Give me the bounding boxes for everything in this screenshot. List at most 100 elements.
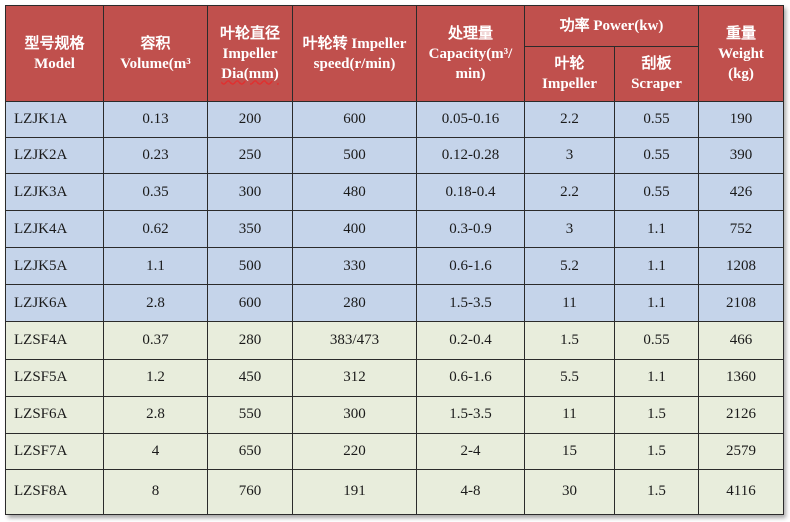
weight-cell: 466 <box>698 321 785 360</box>
power-scraper-cell: 1.1 <box>613 284 700 323</box>
header-capacity: 处理量 Capacity(m³/ min) <box>416 5 525 102</box>
power-impeller-cell: 3 <box>524 210 615 249</box>
power-impeller-cell: 3 <box>524 137 615 175</box>
power-scraper-cell: 0.55 <box>613 321 700 360</box>
capacity-cell: 1.5-3.5 <box>416 284 525 323</box>
impeller-speed-cell: 400 <box>292 210 417 249</box>
impeller-dia-cell: 250 <box>207 137 293 175</box>
table-row: LZSF7A 4 650 220 2-4 15 1.5 2579 <box>5 432 785 470</box>
volume-cell: 0.62 <box>103 210 208 249</box>
power-scraper-cell: 0.55 <box>613 100 700 139</box>
table-row: LZJK6A 2.8 600 280 1.5-3.5 11 1.1 2108 <box>5 284 785 323</box>
table-row: LZJK5A 1.1 500 330 0.6-1.6 5.2 1.1 1208 <box>5 247 785 286</box>
impeller-speed-cell: 330 <box>292 247 417 286</box>
table-row: LZSF8A 8 760 191 4-8 30 1.5 4116 <box>5 468 785 516</box>
impeller-dia-cell: 300 <box>207 173 293 212</box>
table-header: 型号规格 Model 容积 Volume(m³ 叶轮直径 Impeller Di… <box>5 5 785 102</box>
table-row: LZSF6A 2.8 550 300 1.5-3.5 11 1.5 2126 <box>5 395 785 434</box>
power-impeller-cell: 15 <box>524 432 615 470</box>
impeller-dia-cell: 280 <box>207 321 293 360</box>
power-impeller-cell: 30 <box>524 468 615 516</box>
volume-cell: 0.13 <box>103 100 208 139</box>
model-cell: LZSF4A <box>5 321 104 360</box>
impeller-dia-cell: 550 <box>207 395 293 434</box>
impeller-dia-cell: 350 <box>207 210 293 249</box>
table-row: LZJK2A 0.23 250 500 0.12-0.28 3 0.55 390 <box>5 137 785 175</box>
header-power: 功率 Power(kw) <box>523 5 700 47</box>
header-weight: 重量 Weight (kg) <box>698 5 785 102</box>
power-scraper-cell: 0.55 <box>613 137 700 175</box>
impeller-speed-cell: 600 <box>292 100 417 139</box>
weight-cell: 4116 <box>698 468 785 516</box>
impeller-dia-cell: 650 <box>207 432 293 470</box>
volume-cell: 1.1 <box>103 247 208 286</box>
table-row: LZJK4A 0.62 350 400 0.3-0.9 3 1.1 752 <box>5 210 785 249</box>
capacity-cell: 0.18-0.4 <box>416 173 525 212</box>
capacity-cell: 0.2-0.4 <box>416 321 525 360</box>
volume-cell: 4 <box>103 432 208 470</box>
model-cell: LZSF7A <box>5 432 104 470</box>
power-impeller-cell: 5.5 <box>524 358 615 397</box>
power-scraper-cell: 1.5 <box>613 432 700 470</box>
table-row: LZSF5A 1.2 450 312 0.6-1.6 5.5 1.1 1360 <box>5 358 785 397</box>
model-cell: LZSF5A <box>5 358 104 397</box>
impeller-dia-cell: 200 <box>207 100 293 139</box>
table-body: LZJK1A 0.13 200 600 0.05-0.16 2.2 0.55 190 LZJK2… <box>5 100 785 516</box>
impeller-dia-cell: 760 <box>207 468 293 516</box>
power-impeller-cell: 11 <box>524 284 615 323</box>
impeller-speed-cell: 300 <box>292 395 417 434</box>
impeller-speed-cell: 220 <box>292 432 417 470</box>
weight-cell: 752 <box>698 210 785 249</box>
volume-cell: 0.35 <box>103 173 208 212</box>
model-cell: LZJK1A <box>5 100 104 139</box>
weight-cell: 190 <box>698 100 785 139</box>
impeller-dia-cell: 500 <box>207 247 293 286</box>
volume-cell: 2.8 <box>103 284 208 323</box>
capacity-cell: 2-4 <box>416 432 525 470</box>
table-row: LZJK1A 0.13 200 600 0.05-0.16 2.2 0.55 190 <box>5 100 785 139</box>
power-impeller-cell: 11 <box>524 395 615 434</box>
volume-cell: 0.23 <box>103 137 208 175</box>
header-model: 型号规格 Model <box>5 5 104 102</box>
model-cell: LZJK4A <box>5 210 104 249</box>
power-scraper-cell: 1.1 <box>613 247 700 286</box>
capacity-cell: 0.3-0.9 <box>416 210 525 249</box>
header-power-scraper: 刮板 Scraper <box>613 46 700 102</box>
capacity-cell: 1.5-3.5 <box>416 395 525 434</box>
weight-cell: 2579 <box>698 432 785 470</box>
weight-cell: 426 <box>698 173 785 212</box>
spec-table: 型号规格 Model 容积 Volume(m³ 叶轮直径 Impeller Di… <box>5 5 785 516</box>
model-cell: LZSF8A <box>5 468 104 516</box>
model-cell: LZSF6A <box>5 395 104 434</box>
weight-cell: 1360 <box>698 358 785 397</box>
volume-cell: 8 <box>103 468 208 516</box>
impeller-dia-cell: 450 <box>207 358 293 397</box>
power-scraper-cell: 1.1 <box>613 210 700 249</box>
impeller-speed-cell: 280 <box>292 284 417 323</box>
power-impeller-cell: 2.2 <box>524 100 615 139</box>
power-scraper-cell: 1.5 <box>613 468 700 516</box>
impeller-dia-cell: 600 <box>207 284 293 323</box>
impeller-speed-cell: 191 <box>292 468 417 516</box>
spec-table-container: 型号规格 Model 容积 Volume(m³ 叶轮直径 Impeller Di… <box>5 5 785 516</box>
model-cell: LZJK3A <box>5 173 104 212</box>
model-cell: LZJK6A <box>5 284 104 323</box>
header-power-impeller: 叶轮 Impeller <box>524 46 615 102</box>
header-volume: 容积 Volume(m³ <box>103 5 208 102</box>
table-row: LZJK3A 0.35 300 480 0.18-0.4 2.2 0.55 426 <box>5 173 785 212</box>
impeller-speed-cell: 480 <box>292 173 417 212</box>
volume-cell: 1.2 <box>103 358 208 397</box>
impeller-speed-cell: 312 <box>292 358 417 397</box>
impeller-speed-cell: 383/473 <box>292 321 417 360</box>
power-scraper-cell: 1.1 <box>613 358 700 397</box>
capacity-cell: 0.05-0.16 <box>416 100 525 139</box>
weight-cell: 2108 <box>698 284 785 323</box>
power-scraper-cell: 0.55 <box>613 173 700 212</box>
weight-cell: 1208 <box>698 247 785 286</box>
weight-cell: 390 <box>698 137 785 175</box>
capacity-cell: 0.12-0.28 <box>416 137 525 175</box>
volume-cell: 2.8 <box>103 395 208 434</box>
header-impeller-speed: 叶轮转 Impeller speed(r/min) <box>292 5 417 102</box>
model-cell: LZJK5A <box>5 247 104 286</box>
header-impeller-dia: 叶轮直径 Impeller Dia(mm) <box>207 5 293 102</box>
